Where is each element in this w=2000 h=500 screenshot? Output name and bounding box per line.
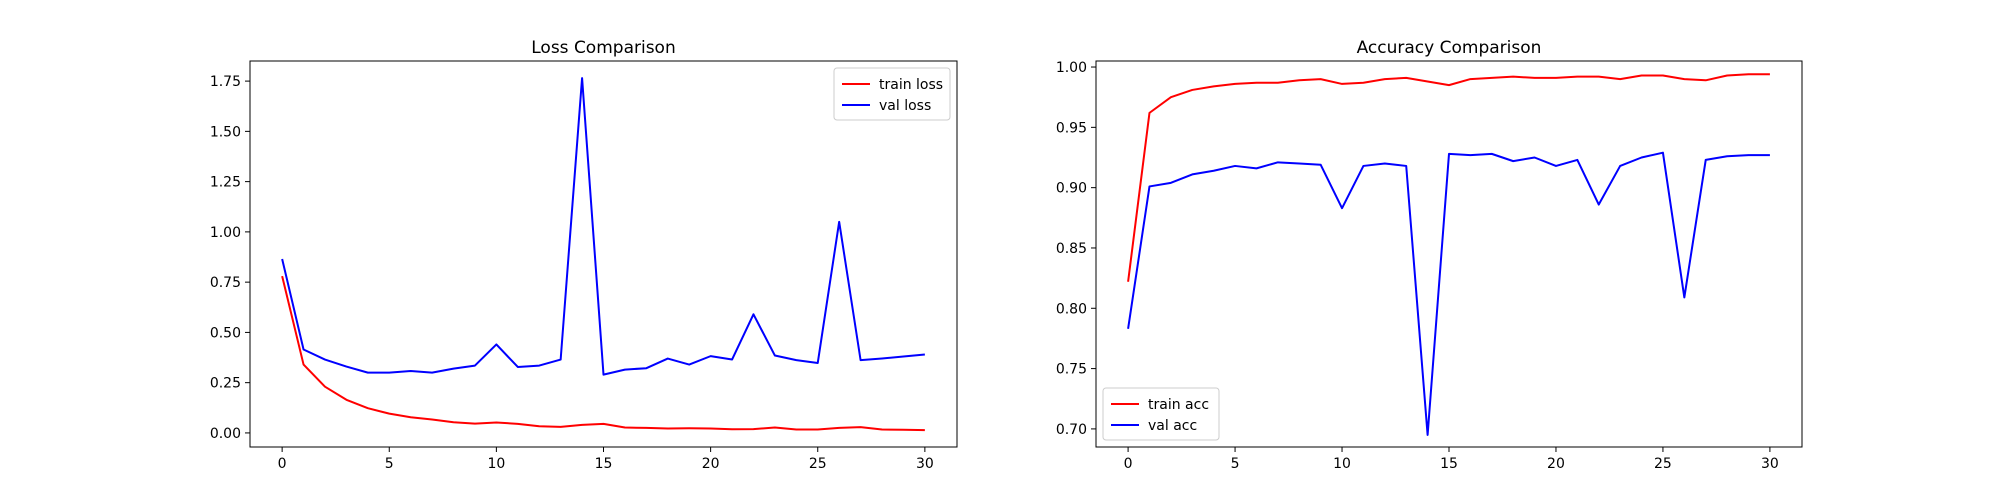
y-tick-label: 0.50 [210, 325, 241, 341]
y-tick-label: 0.70 [1056, 422, 1087, 438]
x-tick-label: 5 [385, 456, 394, 472]
legend-label-train-loss: train loss [879, 77, 943, 93]
x-tick-label: 10 [1333, 456, 1351, 472]
y-tick-label: 1.50 [210, 124, 241, 140]
y-tick-label: 0.25 [210, 376, 241, 392]
x-tick-label: 15 [1440, 456, 1458, 472]
y-tick-label: 0.95 [1056, 120, 1087, 136]
legend-box [1102, 387, 1220, 441]
y-tick-label: 0.80 [1056, 301, 1087, 317]
y-tick-label: 1.00 [1056, 60, 1087, 76]
y-tick-label: 0.75 [210, 275, 241, 291]
loss-series-group [281, 77, 925, 432]
accuracy-series-group [1127, 73, 1770, 436]
y-tick-label: 1.25 [210, 175, 241, 191]
y-tick-label: 0.75 [1056, 362, 1087, 378]
x-tick-label: 0 [278, 456, 287, 472]
accuracy-legend: train acc val acc [1102, 387, 1220, 441]
loss-chart-title: Loss Comparison [531, 38, 675, 58]
accuracy-comparison-chart: Accuracy Comparison 0 5 10 15 20 25 30 0.70 0.75 0… [1056, 38, 1803, 472]
legend-box [833, 67, 951, 121]
series-line-val-acc [1127, 151, 1770, 436]
x-tick-label: 25 [1654, 456, 1672, 472]
x-tick-label: 25 [809, 456, 827, 472]
y-tick-label: 0.85 [1056, 241, 1087, 257]
x-tick-label: 0 [1124, 456, 1133, 472]
y-tick-label: 1.00 [210, 225, 241, 241]
x-tick-label: 30 [1761, 456, 1779, 472]
x-tick-label: 10 [487, 456, 505, 472]
series-line-train-acc [1127, 73, 1770, 282]
x-tick-label: 5 [1231, 456, 1240, 472]
legend-label-val-acc: val acc [1148, 418, 1197, 434]
y-tick-label: 0.00 [210, 426, 241, 442]
y-tick-label: 1.75 [210, 74, 241, 90]
x-tick-label: 15 [595, 456, 613, 472]
accuracy-chart-title: Accuracy Comparison [1357, 38, 1542, 58]
legend-label-val-loss: val loss [879, 98, 931, 114]
loss-comparison-chart: Loss Comparison 0 5 10 15 20 25 30 0.00 0.25 0.50 0… [210, 38, 958, 472]
x-tick-label: 30 [916, 456, 934, 472]
y-tick-label: 0.90 [1056, 181, 1087, 197]
series-line-train-loss [281, 275, 925, 432]
loss-legend: train loss val loss [833, 67, 951, 121]
x-tick-label: 20 [1547, 456, 1565, 472]
series-line-val-loss [281, 77, 925, 376]
x-tick-label: 20 [702, 456, 720, 472]
legend-label-train-acc: train acc [1148, 397, 1209, 413]
